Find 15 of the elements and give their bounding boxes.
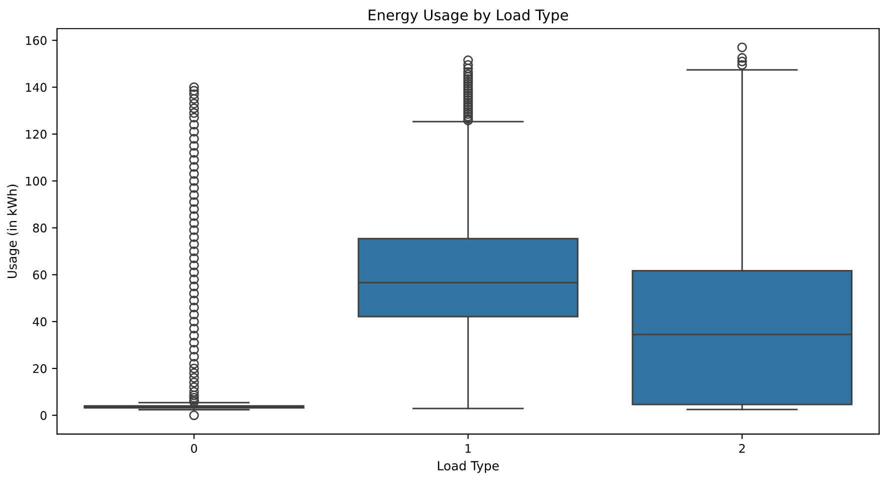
y-tick-label: 120 bbox=[26, 130, 47, 139]
y-tick-label: 0 bbox=[40, 411, 47, 420]
y-tick-label: 40 bbox=[32, 317, 47, 326]
y-axis-title: Usage (in kWh) bbox=[7, 184, 20, 278]
y-tick-label: 100 bbox=[26, 176, 47, 186]
y-tick-label: 140 bbox=[26, 82, 47, 92]
y-tick-label: 60 bbox=[33, 270, 47, 280]
x-tick-label: 1 bbox=[466, 444, 471, 453]
x-tick-label: 0 bbox=[191, 444, 198, 453]
chart-title: Energy Usage by Load Type bbox=[368, 9, 568, 24]
x-axis-title: Load Type bbox=[438, 460, 499, 473]
y-tick-label: 20 bbox=[33, 364, 47, 374]
x-tick-label: 2 bbox=[739, 444, 745, 453]
y-tick-label: 80 bbox=[33, 224, 47, 232]
y-tick-label: 160 bbox=[26, 36, 47, 45]
